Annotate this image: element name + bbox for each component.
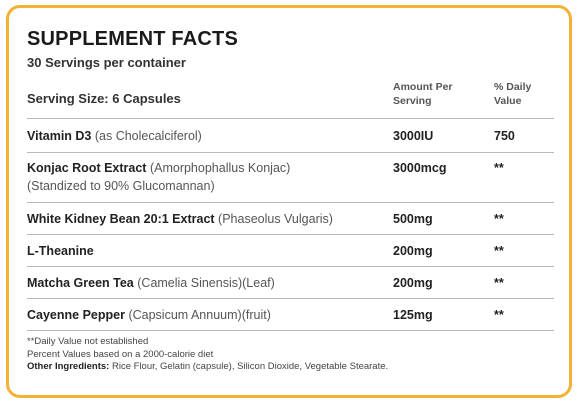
- ingredient-title: Matcha Green Tea: [27, 276, 134, 290]
- amount-header-line2: Serving: [393, 95, 432, 107]
- ingredient-daily-value: 750: [494, 129, 515, 143]
- ingredient-amount: 125mg: [393, 308, 433, 322]
- ingredient-daily-value: **: [494, 161, 504, 175]
- divider: [27, 118, 554, 119]
- ingredient-detail: (as Cholecalciferol): [94, 129, 202, 143]
- ingredient-title: Vitamin D3: [27, 129, 92, 143]
- other-ingredients: Other Ingredients: Rice Flour, Gelatin (…: [27, 361, 388, 374]
- ingredient-daily-value: **: [494, 308, 504, 322]
- ingredient-title: L-Theanine: [27, 244, 94, 258]
- ingredient-name: Konjac Root Extract (Amorphophallus Konj…: [27, 159, 387, 195]
- amount-column-header: Amount Per Serving: [393, 80, 453, 108]
- supplement-facts-panel: [6, 5, 572, 398]
- ingredient-daily-value: **: [494, 244, 504, 258]
- ingredient-detail: (Capsicum Annuum)(fruit): [128, 308, 271, 322]
- daily-value-column-header: % Daily Value: [494, 80, 531, 108]
- ingredient-name: White Kidney Bean 20:1 Extract (Phaseolu…: [27, 210, 387, 228]
- divider: [27, 330, 554, 331]
- ingredient-title: Konjac Root Extract: [27, 161, 147, 175]
- footnotes: **Daily Value not established Percent Va…: [27, 336, 388, 374]
- footnote-calorie-diet: Percent Values based on a 2000-calorie d…: [27, 348, 214, 360]
- other-ingredients-text: Rice Flour, Gelatin (capsule), Silicon D…: [111, 361, 389, 372]
- dv-header-line1: % Daily: [494, 81, 532, 93]
- ingredient-amount: 3000mcg: [393, 161, 447, 175]
- servings-per-container: 30 Servings per container: [27, 55, 186, 70]
- ingredient-amount: 3000IU: [393, 129, 434, 143]
- ingredient-title: Cayenne Pepper: [27, 308, 125, 322]
- footnote-daily-value: **Daily Value not established: [27, 336, 149, 347]
- ingredient-amount: 200mg: [393, 244, 433, 258]
- ingredient-detail: (Camelia Sinensis)(Leaf): [137, 276, 275, 290]
- divider: [27, 234, 554, 235]
- other-ingredients-label: Other Ingredients:: [27, 361, 110, 372]
- ingredient-detail: (Amorphophallus Konjac): [149, 161, 291, 175]
- ingredient-name: L-Theanine: [27, 242, 387, 260]
- ingredient-title: White Kidney Bean 20:1 Extract: [27, 212, 215, 226]
- serving-size: Serving Size: 6 Capsules: [27, 91, 181, 106]
- dv-header-line2: Value: [494, 95, 522, 107]
- ingredient-amount: 500mg: [393, 212, 433, 226]
- divider: [27, 202, 554, 203]
- ingredient-detail-line2: (Standized to 90% Glucomannan): [27, 179, 215, 193]
- divider: [27, 298, 554, 299]
- ingredient-detail: (Phaseolus Vulgaris): [218, 212, 333, 226]
- ingredient-amount: 200mg: [393, 276, 433, 290]
- ingredient-daily-value: **: [494, 276, 504, 290]
- divider: [27, 266, 554, 267]
- amount-header-line1: Amount Per: [393, 81, 453, 93]
- divider: [27, 152, 554, 153]
- ingredient-name: Vitamin D3 (as Cholecalciferol): [27, 127, 387, 145]
- ingredient-name: Matcha Green Tea (Camelia Sinensis)(Leaf…: [27, 274, 387, 292]
- ingredient-name: Cayenne Pepper (Capsicum Annuum)(fruit): [27, 306, 387, 324]
- panel-title: SUPPLEMENT FACTS: [27, 28, 238, 50]
- ingredient-daily-value: **: [494, 212, 504, 226]
